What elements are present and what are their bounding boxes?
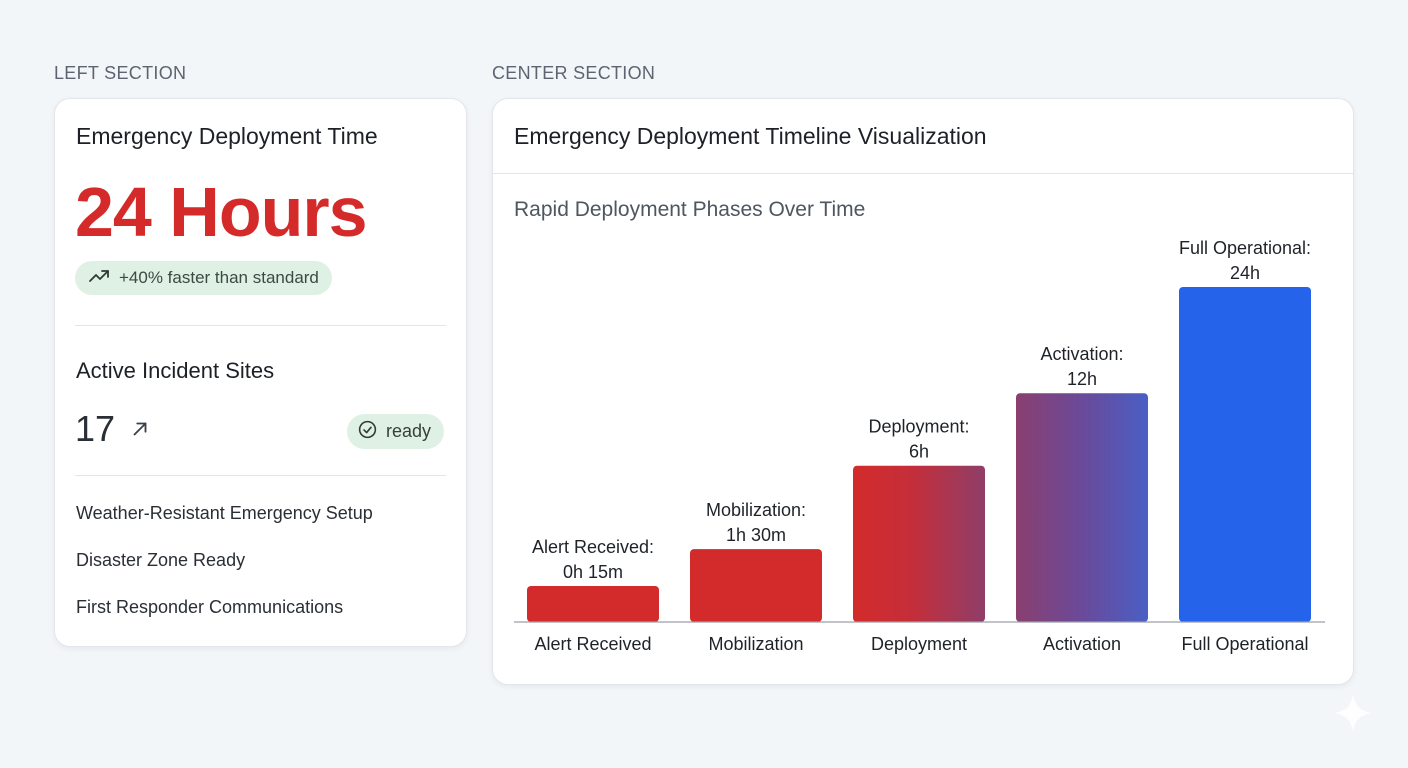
- sparkle-icon: [1334, 694, 1372, 732]
- data-label: 6h: [909, 442, 929, 462]
- deployment-timeline-chart: Alert Received: 0h 15m Alert Received Mobil…: [514, 238, 1325, 654]
- card-title: Emergency Deployment Timeline Visualizat…: [514, 123, 987, 149]
- feature-list: Weather-Resistant Emergency Setup Disast…: [76, 503, 373, 644]
- x-tick-label: Deployment: [871, 634, 967, 654]
- bar-deployment: [853, 465, 985, 622]
- divider: [75, 325, 446, 326]
- data-label: Mobilization:: [706, 500, 806, 520]
- incident-sites-title: Active Incident Sites: [76, 358, 275, 383]
- data-label: 12h: [1067, 369, 1097, 389]
- list-item: First Responder Communications: [76, 597, 344, 617]
- status-badge: ready: [347, 414, 445, 449]
- incident-count: 17: [75, 408, 116, 449]
- x-tick-label: Mobilization: [708, 634, 803, 654]
- timeline-chart-card: Emergency Deployment Timeline Visualizat…: [492, 98, 1354, 685]
- data-label: 0h 15m: [563, 562, 623, 582]
- left-section-label: LEFT SECTION: [54, 63, 187, 83]
- trending-up-icon: [87, 264, 111, 293]
- data-label: Alert Received:: [532, 537, 654, 557]
- card-title: Emergency Deployment Time: [76, 123, 378, 149]
- header-divider: [493, 173, 1353, 174]
- chart-title: Rapid Deployment Phases Over Time: [514, 198, 866, 221]
- arrow-up-right-icon: [129, 414, 151, 445]
- x-tick-label: Alert Received: [534, 634, 651, 654]
- data-label: 24h: [1230, 263, 1260, 283]
- deployment-time-card: Emergency Deployment Time 24 Hours +40% …: [54, 98, 467, 647]
- bars-group: Alert Received: 0h 15m Alert Received Mobil…: [527, 238, 1311, 654]
- data-label: Full Operational:: [1179, 238, 1311, 258]
- list-item: Disaster Zone Ready: [76, 550, 246, 570]
- check-circle-icon: [357, 419, 378, 445]
- data-label: Deployment:: [868, 417, 969, 437]
- deployment-time-metric: 24 Hours: [75, 173, 368, 251]
- bar-activation: [1016, 393, 1148, 622]
- data-label: Activation:: [1040, 344, 1123, 364]
- x-tick-label: Full Operational: [1181, 634, 1308, 654]
- incident-count-row: 17: [75, 408, 151, 450]
- bar-full-operational: [1179, 287, 1311, 622]
- bar-mobilization: [690, 549, 822, 622]
- status-badge-label: ready: [386, 421, 432, 441]
- data-label: 1h 30m: [726, 525, 786, 545]
- list-item: Weather-Resistant Emergency Setup: [76, 503, 373, 523]
- trend-text: +40% faster than standard: [119, 268, 319, 287]
- x-tick-label: Activation: [1043, 634, 1121, 654]
- center-section-label: CENTER SECTION: [492, 63, 656, 83]
- bar-alert-received: [527, 586, 659, 622]
- divider: [75, 475, 446, 476]
- trend-badge: +40% faster than standard: [75, 261, 332, 295]
